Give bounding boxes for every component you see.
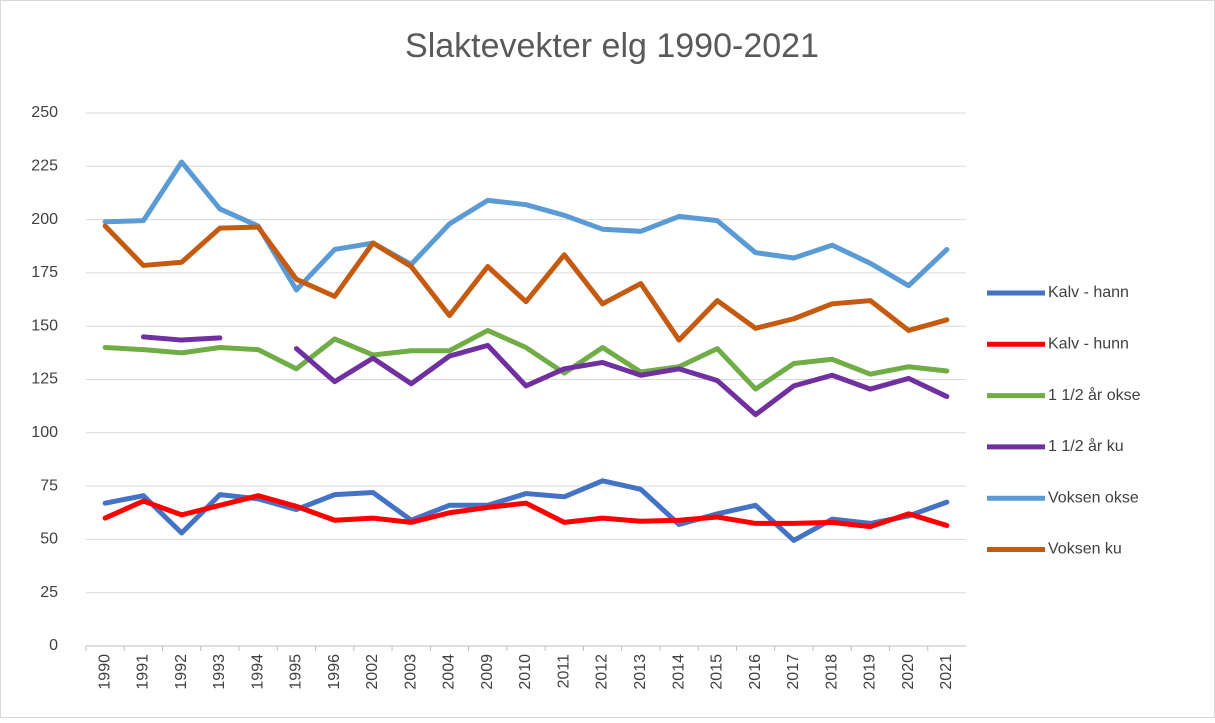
- chart-title: Slaktevekter elg 1990-2021: [405, 27, 819, 65]
- x-tick-label: 1994: [249, 654, 266, 690]
- x-tick-label: 2021: [938, 654, 955, 690]
- x-tick-label: 2020: [900, 654, 917, 690]
- y-tick-label: 250: [31, 104, 58, 121]
- x-tick-label: 2015: [709, 654, 726, 690]
- x-tick-label: 1995: [288, 654, 305, 690]
- y-tick-label: 100: [31, 424, 58, 441]
- x-tick-label: 2013: [632, 654, 649, 690]
- x-tick-label: 1993: [211, 654, 228, 690]
- y-tick-label: 150: [31, 317, 58, 334]
- y-tick-label: 25: [40, 584, 58, 601]
- y-tick-label: 75: [40, 477, 58, 494]
- x-tick-label: 2017: [785, 654, 802, 690]
- x-tick-label: 2019: [862, 654, 879, 690]
- x-tick-label: 1991: [135, 654, 152, 690]
- y-tick-label: 175: [31, 264, 58, 281]
- legend-label: Kalv - hunn: [1048, 336, 1129, 353]
- y-tick-label: 225: [31, 158, 58, 175]
- x-tick-label: 1990: [96, 654, 113, 690]
- x-tick-label: 1996: [326, 654, 343, 690]
- legend-label: Kalv - hann: [1048, 284, 1129, 301]
- legend-label: Voksen ku: [1048, 541, 1122, 558]
- legend-label: 1 1/2 år ku: [1048, 437, 1124, 455]
- x-tick-label: 2004: [441, 654, 458, 690]
- x-tick-label: 1992: [173, 654, 190, 690]
- y-tick-label: 125: [31, 371, 58, 388]
- y-tick-label: 50: [40, 531, 58, 548]
- x-tick-label: 2012: [594, 654, 611, 690]
- x-tick-label: 2014: [670, 654, 687, 690]
- x-tick-label: 2010: [517, 654, 534, 690]
- series-line: [102, 493, 950, 530]
- series-line: [102, 159, 950, 293]
- x-tick-label: 2018: [823, 654, 840, 690]
- x-tick-label: 2002: [364, 654, 381, 690]
- y-tick-label: 200: [31, 211, 58, 228]
- y-tick-label: 0: [49, 637, 58, 654]
- series-line: [102, 223, 950, 343]
- x-tick-label: 2016: [747, 654, 764, 690]
- legend-label: 1 1/2 år okse: [1048, 386, 1141, 404]
- x-tick-label: 2009: [479, 654, 496, 690]
- series-line: [102, 327, 950, 392]
- x-tick-label: 2003: [402, 654, 419, 690]
- x-tick-label: 2011: [555, 654, 572, 689]
- legend-label: Voksen okse: [1048, 489, 1139, 506]
- series-line: [140, 334, 950, 418]
